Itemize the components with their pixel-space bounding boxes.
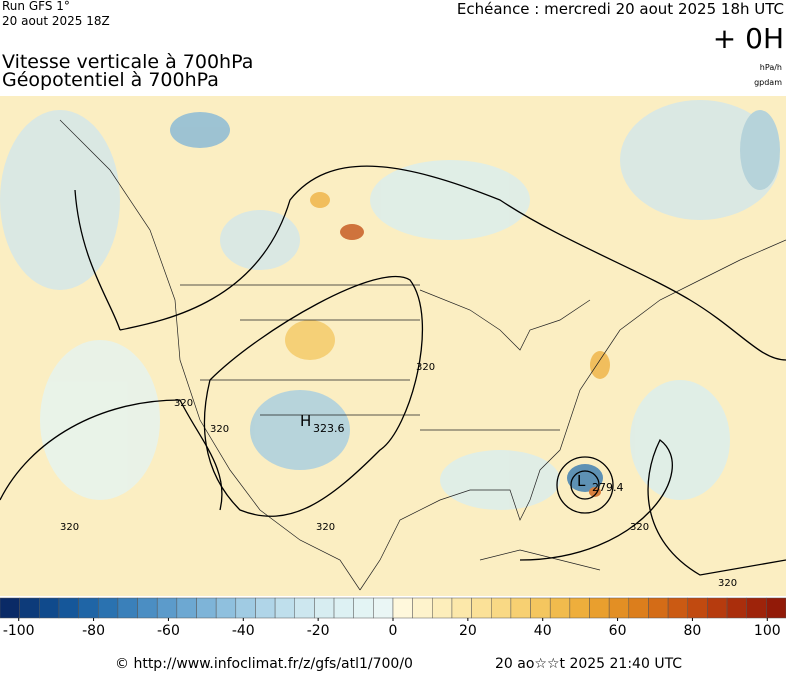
colorbar-segment (510, 597, 531, 619)
low-value: 279.4 (592, 481, 624, 494)
colorbar-tick-label: 100 (754, 623, 781, 639)
colorbar-segment (667, 597, 688, 619)
echeance: Echéance : mercredi 20 aout 2025 18h UTC (457, 0, 784, 18)
colorbar-segment (766, 597, 786, 619)
contour-label: 320 (60, 522, 79, 533)
contour-label: 320 (416, 362, 435, 373)
colorbar-segment (333, 597, 354, 619)
colorbar-segment (628, 597, 649, 619)
colorbar-segment (294, 597, 315, 619)
contour-label: 320 (718, 578, 737, 589)
source: © http://www.infoclimat.fr/z/gfs/atl1/70… (115, 656, 413, 672)
colorbar-tick-label: 20 (459, 623, 477, 639)
contour-label: 320 (174, 398, 193, 409)
colorbar-segment (39, 597, 60, 619)
colorbar-segment (196, 597, 217, 619)
colorbar-segment (726, 597, 747, 619)
colorbar-segment (0, 597, 20, 619)
run: Run GFS 1° (2, 0, 70, 13)
colorbar-segment (235, 597, 256, 619)
map: H 323.6 L 279.4 320 320 320 320 320 320 … (0, 96, 786, 596)
colorbar-segment (432, 597, 453, 619)
colorbar-segment (491, 597, 512, 619)
colorbar-segment (255, 597, 276, 619)
contour-label: 320 (630, 522, 649, 533)
colorbar-tick-label: 0 (389, 623, 398, 639)
colorbar-segment (608, 597, 630, 619)
colorbar-segment (98, 597, 119, 619)
colorbar-segment (451, 597, 472, 619)
colorbar-segment (353, 597, 374, 619)
colorbar-tick-label: -60 (157, 623, 180, 639)
colorbar-tick-label: 80 (684, 623, 702, 639)
colorbar-segment (176, 597, 197, 619)
contour-label: 320 (316, 522, 335, 533)
title-2: Géopotentiel à 700hPa (2, 69, 219, 91)
colorbar-segment (569, 597, 590, 619)
colorbar-segment (215, 597, 237, 619)
high-value: 323.6 (313, 422, 345, 435)
colorbar-segment (707, 597, 728, 619)
colorbar-segment (314, 597, 335, 619)
colorbar-segment (373, 597, 394, 619)
unit-1: hPa/h (760, 63, 782, 72)
colorbar-segment (471, 597, 492, 619)
colorbar-segment (412, 597, 433, 619)
colorbar-segment (687, 597, 708, 619)
colorbar-segment (746, 597, 767, 619)
colorbar-segment (274, 597, 296, 619)
timestamp: 20 ao☆☆t 2025 21:40 UTC (495, 656, 682, 672)
colorbar-segment (117, 597, 138, 619)
colorbar-segment (19, 597, 40, 619)
colorbar-segment (549, 597, 571, 619)
colorbar-tick-label: -80 (82, 623, 105, 639)
colorbar: -100 -80 -60 -40 -20 0 20 40 60 80 100 (0, 597, 786, 639)
colorbar-segment (78, 597, 99, 619)
title-1: Vitesse verticale à 700hPa (2, 51, 253, 73)
colorbar-segment (530, 597, 551, 619)
colorbar-segment (58, 597, 79, 619)
high-label: H (300, 412, 311, 430)
colorbar-segment (648, 597, 669, 619)
colorbar-segment (137, 597, 158, 619)
colorbar-tick-label: 60 (609, 623, 627, 639)
lead-time: + 0H (713, 22, 784, 55)
run-date: 20 aout 2025 18Z (2, 14, 110, 28)
colorbar-tick-label: -40 (232, 623, 255, 639)
colorbar-segment (156, 597, 178, 619)
colorbar-segment (589, 597, 610, 619)
colorbar-segment (392, 597, 413, 619)
unit-2: gpdam (754, 78, 782, 87)
contour-label: 320 (210, 424, 229, 435)
colorbar-tick-label: -100 (3, 623, 35, 639)
low-label: L (577, 472, 586, 490)
colorbar-tick-label: 40 (534, 623, 552, 639)
colorbar-tick-label: -20 (307, 623, 330, 639)
